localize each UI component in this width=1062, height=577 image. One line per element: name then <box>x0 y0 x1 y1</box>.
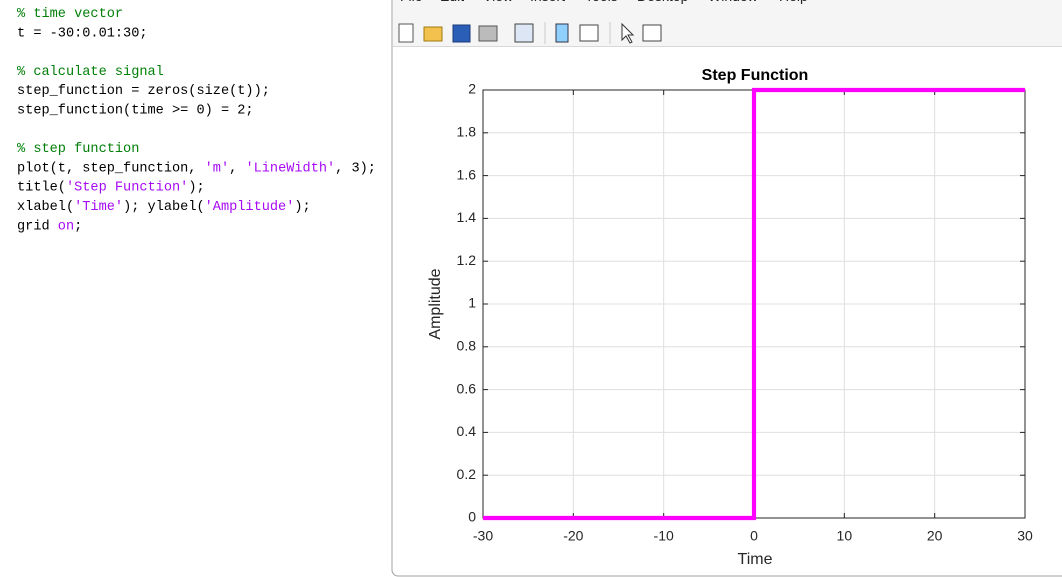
code-line: title('Step Function'); <box>17 181 205 196</box>
menu-item[interactable]: Insert <box>530 0 565 4</box>
code-line: % time vector <box>17 7 123 22</box>
x-tick-label: 20 <box>927 528 943 544</box>
code-line: step_function(time >= 0) = 2; <box>17 104 254 119</box>
toolbar-icons[interactable] <box>398 22 662 44</box>
y-tick-label: 1.2 <box>457 252 477 268</box>
chart-title: Step Function <box>702 67 809 84</box>
x-tick-label: -30 <box>473 528 493 544</box>
open-icon[interactable] <box>423 26 443 42</box>
editor-panel <box>0 0 392 577</box>
y-tick-label: 2 <box>468 81 476 97</box>
data-line <box>483 87 1025 521</box>
code-token: step_function(time >= 0) = 2; <box>17 104 254 119</box>
code-token: 'm' <box>205 161 229 176</box>
x-axis-label: Time <box>738 551 773 568</box>
code-token: 'Amplitude' <box>205 200 295 215</box>
menu-item[interactable]: Help <box>779 0 808 4</box>
code-token: step_function = zeros(size(t)); <box>17 84 270 99</box>
code-token: ); <box>294 200 310 215</box>
pointer-icon[interactable] <box>621 22 635 44</box>
y-tick-label: 0.4 <box>457 423 477 439</box>
y-tick-label: 1.4 <box>457 209 477 225</box>
code-token: % calculate signal <box>17 65 164 80</box>
legend-icon[interactable] <box>579 24 599 42</box>
new-icon[interactable] <box>398 23 414 43</box>
y-tick-label: 0.8 <box>457 338 477 354</box>
code-token: xlabel( <box>17 200 74 215</box>
x-tick-label: -20 <box>563 528 583 544</box>
property-icon[interactable] <box>642 24 662 42</box>
code-token: , 3); <box>335 161 376 176</box>
print-icon[interactable] <box>478 25 498 42</box>
menu-item[interactable]: Edit <box>440 0 464 4</box>
code-token: grid <box>17 219 58 234</box>
menu-item[interactable]: Desktop <box>637 0 689 4</box>
y-tick-label: 1.6 <box>457 166 477 182</box>
save-icon[interactable] <box>452 24 471 43</box>
code-token: ); <box>188 181 204 196</box>
menu-item[interactable]: View <box>483 0 514 4</box>
code-token: plot(t, step_function, <box>17 161 205 176</box>
x-tick-label: -10 <box>654 528 674 544</box>
toolbar <box>393 0 1062 46</box>
code-token: 'Time' <box>74 200 123 215</box>
x-tick-label: 30 <box>1017 528 1033 544</box>
code-token: on <box>58 219 74 234</box>
menu-item[interactable]: Tools <box>585 0 618 4</box>
code-token: , <box>229 161 245 176</box>
code-line: t = -30:0.01:30; <box>17 26 148 41</box>
y-tick-label: 0.2 <box>457 466 477 482</box>
code-line: grid on; <box>17 219 82 234</box>
code-token: ; <box>74 219 82 234</box>
link-icon[interactable] <box>514 23 534 43</box>
code-line: % calculate signal <box>17 65 164 80</box>
code-line: plot(t, step_function, 'm', 'LineWidth',… <box>17 161 376 176</box>
y-tick-label: 1.8 <box>457 124 477 140</box>
y-axis-label: Amplitude <box>427 268 444 339</box>
code-line: % step function <box>17 142 139 157</box>
code-token: t = -30:0.01:30; <box>17 26 148 41</box>
y-tick-label: 0.6 <box>457 380 477 396</box>
menu-item[interactable]: File <box>400 0 423 4</box>
colorbar-icon[interactable] <box>555 23 569 43</box>
code-token: % step function <box>17 142 139 157</box>
code-line: step_function = zeros(size(t)); <box>17 84 270 99</box>
code-token: title( <box>17 181 66 196</box>
menu-item[interactable]: Window <box>708 0 759 4</box>
code-token: ); ylabel( <box>123 200 205 215</box>
code-line: xlabel('Time'); ylabel('Amplitude'); <box>17 200 311 215</box>
y-tick-label: 0 <box>468 509 476 525</box>
code-token: % time vector <box>17 7 123 22</box>
x-tick-label: 10 <box>837 528 853 544</box>
code-token: 'LineWidth' <box>245 161 335 176</box>
y-tick-label: 1 <box>468 295 476 311</box>
code-token: 'Step Function' <box>66 181 188 196</box>
x-tick-label: 0 <box>750 528 758 544</box>
